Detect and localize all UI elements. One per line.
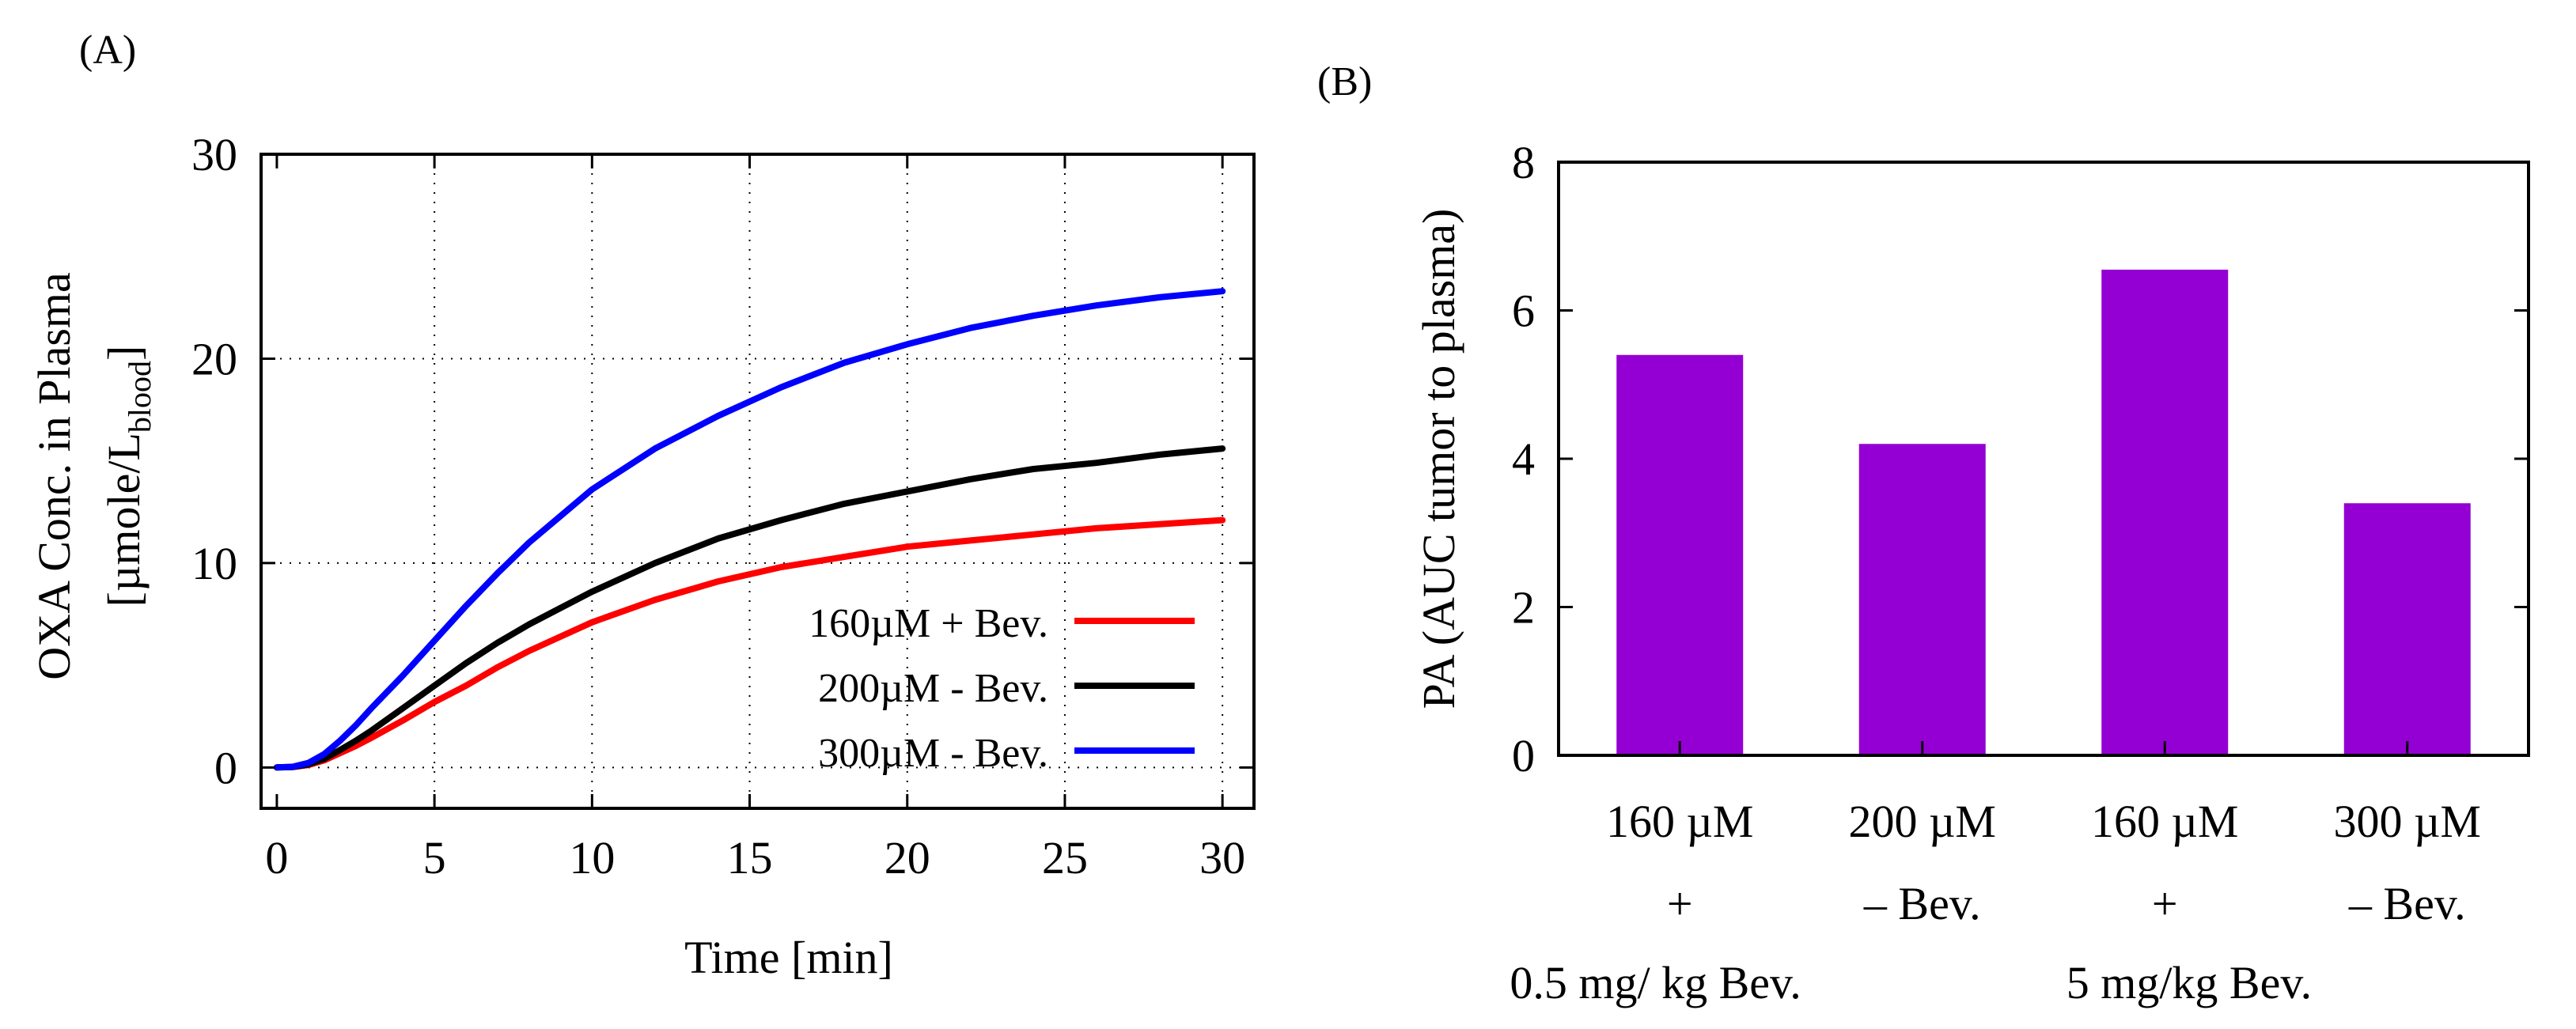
panel-a-x-tick-label: 30 <box>1199 832 1245 883</box>
panel-b-y-axis-label: PA (AUC tumor to plasma) <box>1413 209 1464 709</box>
group-label: 5 mg/kg Bev. <box>2066 957 2312 1008</box>
panel-a-ticks: 0 5 10 15 20 25 30 0 10 20 30 <box>191 129 1254 883</box>
panel-a-y-tick-label: 20 <box>191 333 237 384</box>
series-line-1 <box>273 516 1226 771</box>
panel-a-grid <box>261 154 1254 808</box>
series-line-2 <box>273 445 1226 771</box>
panel-a-y-axis-label: OXA Conc. in Plasma <box>28 272 80 680</box>
panel-b-y-tick-label: 4 <box>1512 433 1535 485</box>
bar <box>1616 354 1744 755</box>
panel-a-y-tick-label: 10 <box>191 538 237 589</box>
category-label-line2: + <box>1667 878 1693 929</box>
panel-a-x-tick-label: 5 <box>423 832 446 883</box>
panel-a-x-axis-label: Time [min] <box>684 932 893 983</box>
panel-a-line-chart: (A) 0 5 10 15 20 25 30 0 10 20 30 160µM + Bev. 200µ… <box>28 28 1256 983</box>
panel-a-y-tick-label: 30 <box>191 129 237 180</box>
category-label-line2: – Bev. <box>1863 878 1981 929</box>
category-label-line2: + <box>2152 878 2178 929</box>
panel-b-label: (B) <box>1317 59 1372 104</box>
category-label-line1: 160 µM <box>1606 796 1754 847</box>
group-label: 0.5 mg/ kg Bev. <box>1510 957 1801 1008</box>
panel-a-plot-frame <box>259 153 1256 810</box>
series-line-3 <box>273 288 1226 771</box>
category-label-line1: 200 µM <box>1849 796 1997 847</box>
panel-a-x-tick-label: 25 <box>1042 832 1088 883</box>
legend-entry-label: 200µM - Bev. <box>818 666 1048 711</box>
panel-a-x-tick-label: 20 <box>885 832 930 883</box>
category-label-line1: 300 µM <box>2334 796 2482 847</box>
category-label-line2: – Bev. <box>2348 878 2466 929</box>
panel-a-x-tick-label: 15 <box>727 832 773 883</box>
panel-b-ticks: 0 2 4 6 8 <box>1512 137 2529 781</box>
panel-a-x-tick-label: 10 <box>569 832 615 883</box>
panel-b-y-tick-label: 2 <box>1512 582 1535 634</box>
legend-entry-label: 300µM - Bev. <box>818 731 1048 776</box>
panel-b-category-labels: 160 µM +200 µM – Bev. 160 µM +300 µM – Bev. 0.… <box>1510 796 2481 1008</box>
legend-entry-label: 160µM + Bev. <box>809 601 1048 646</box>
bar <box>2343 503 2471 755</box>
panel-b-y-tick-label: 8 <box>1512 137 1535 188</box>
panel-b-y-tick-label: 6 <box>1512 286 1535 337</box>
panel-a-legend: 160µM + Bev. 200µM - Bev. 300µM - Bev. <box>809 601 1195 776</box>
panel-b-bars <box>1616 269 2471 755</box>
bar <box>1858 444 1986 755</box>
panel-b-y-tick-label: 0 <box>1512 730 1535 781</box>
panel-a-y-tick-label: 0 <box>214 742 237 793</box>
bar <box>2101 269 2229 755</box>
panel-a-x-tick-label: 0 <box>265 832 288 883</box>
panel-a-label: (A) <box>79 28 136 73</box>
category-label-line1: 160 µM <box>2091 796 2239 847</box>
panel-a-y-axis-unit: [µmole/Lblood] <box>98 346 157 607</box>
panel-b-bar-chart: (B) 0 2 4 6 8 160 µM +200 µM – Bev. 160 µM +300 … <box>1317 59 2530 1008</box>
panel-a-series-lines <box>273 288 1226 771</box>
